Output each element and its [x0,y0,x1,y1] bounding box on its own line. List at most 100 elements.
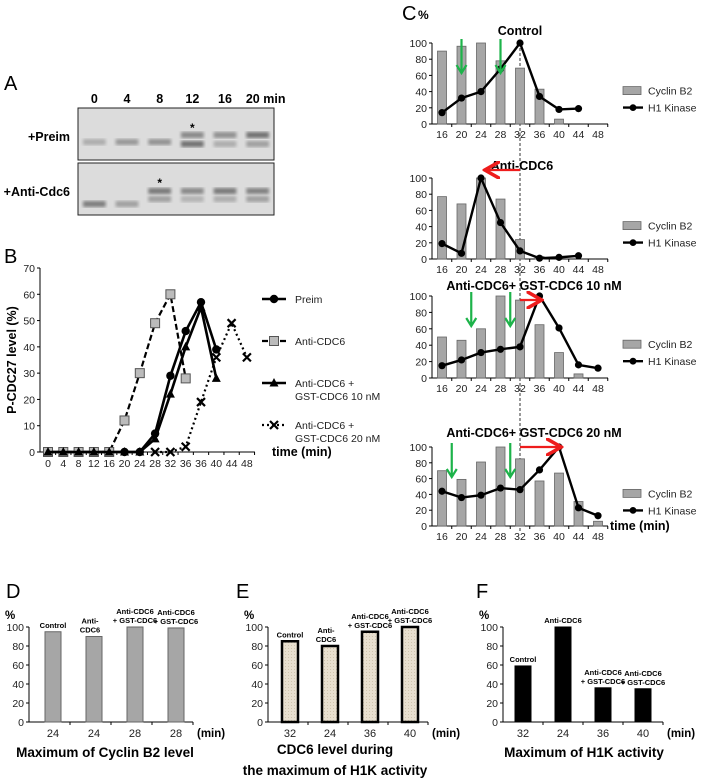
blot-lane-label: 16 [218,92,232,106]
c-x-tick-label: 32 [514,264,526,276]
western-blot: 0 4 8 12 16 20 min +Preim * +Anti-Cdc6 * [4,92,285,216]
b-x-tick-label: 20 [119,458,131,470]
b-x-axis-title: time (min) [272,445,332,459]
c-legend-marker-h1 [629,239,637,247]
c-y-tick-label: 20 [415,238,427,250]
c-bar-cyclin-b2 [593,520,603,527]
e-bar-label: Anti- [317,626,335,635]
blot-row-label: +Preim [28,130,70,144]
b-data-point [212,345,221,354]
c-bar-cyclin-b2 [534,480,545,527]
chart-d-cyclin-max: % 0 20 40 60 80 100 24 Control 24 Anti-CDC6 28 Anti-… [5,607,225,760]
c-x-tick-label: 44 [573,264,585,276]
b-data-point [166,371,175,380]
blot-asterisk: * [190,121,195,135]
b-data-point [180,373,191,384]
b-legend-marker [269,294,279,304]
c-point-h1-kinase [535,92,544,101]
b-data-point [226,318,237,328]
c-x-tick-label: 32 [514,531,526,543]
f-bar-label: Anti-CDC6 [544,616,582,625]
b-data-point [211,373,221,382]
c-bar-cyclin-b2 [437,336,447,379]
b-y-tick-label: 30 [23,368,35,380]
c-bar-cyclin-b2 [495,295,506,379]
panel-label-b: B [4,246,17,268]
c-x-tick-label: 16 [436,383,448,395]
chart-e-cdc6-level: % 0 20 40 60 80 100 32 Control 24 Anti-CDC6 36 Anti-… [243,607,461,778]
c-x-tick-label: 48 [592,264,604,276]
b-data-point [119,415,130,426]
blot-band-upper [148,188,171,194]
blot-asterisk: * [157,176,162,190]
b-data-point [150,318,161,329]
c-point-h1-kinase [574,361,583,369]
panel-label-d: D [6,581,20,603]
b-data-point [181,326,190,336]
b-data-point [150,433,160,443]
blot-membrane [77,162,275,216]
b-x-tick-label: 24 [134,458,146,470]
chart-c-cyclin-h1: 0 20 40 60 80 100 16 20 24 28 32 36 40 44 48% Control Cy… [409,8,696,543]
b-x-tick-label: 40 [210,458,222,470]
b-data-point [120,447,129,456]
b-data-point [211,352,222,363]
f-bar-label: + GST-CDC6 [581,677,625,686]
b-x-tick-label: 0 [45,458,51,470]
e-x-tick-label: 24 [324,728,336,740]
panel-label-c: C [402,3,416,25]
d-x-tick-label: 24 [88,728,100,740]
c-y-tick-label: 0 [421,119,427,131]
c-y-tick-label: 80 [415,458,427,470]
c-point-h1-kinase [594,512,602,520]
f-x-tick-label: 24 [557,728,569,740]
c-x-tick-label: 36 [534,383,546,395]
c-green-arrow-icon [445,443,458,480]
c-point-h1-kinase [457,249,466,257]
c-x-axis-title: time (min) [610,519,670,533]
c-point-h1-kinase [457,356,466,364]
c-point-h1-kinase [477,348,485,357]
b-series-line-3 [155,320,248,454]
c-x-tick-label: 36 [534,531,546,543]
c-x-tick-label: 24 [475,264,487,276]
f-bar-label: + GST-CDC6 [621,678,665,687]
b-legend-marker [269,378,279,387]
c-bar-cyclin-b2 [437,196,447,260]
b-x-tick-label: 36 [195,458,207,470]
b-y-tick-label: 10 [23,421,35,433]
c-y-tick-label: 80 [415,307,427,319]
c-subplot-title: Control [498,24,542,38]
c-x-tick-label: 32 [514,383,526,395]
c-point-h1-kinase [438,487,446,495]
c-y-tick-label: 20 [415,103,427,115]
c-point-h1-kinase [574,105,583,113]
c-y-tick-label: 100 [409,291,427,303]
c-legend-marker-h1 [629,507,637,514]
c-point-h1-kinase [574,504,583,512]
b-data-point [150,447,160,457]
c-legend-label: H1 Kinase [648,238,697,250]
c-point-h1-kinase [477,491,485,499]
e-bar-label: CDC6 [316,635,336,644]
f-bar [634,688,652,723]
e-bar [400,625,420,724]
c-x-tick-label: 28 [495,383,507,395]
f-bar [554,626,572,723]
c-x-tick-label: 16 [436,531,448,543]
c-bar-cyclin-b2 [437,470,447,527]
b-legend-label: Preim [295,294,323,306]
f-bar [594,687,612,723]
c-x-tick-label: 48 [592,383,604,395]
f-chart-title: Maximum of H1K activity [504,745,664,760]
e-bar [360,630,380,724]
b-legend-label: Anti-CDC6 + [295,420,354,432]
c-x-tick-label: 16 [436,264,448,276]
b-data-point [165,289,176,300]
c-point-h1-kinase [516,39,524,47]
b-data-point [104,447,114,456]
d-bar [44,631,62,723]
c-point-h1-kinase [457,94,466,102]
c-x-tick-label: 24 [475,129,487,141]
